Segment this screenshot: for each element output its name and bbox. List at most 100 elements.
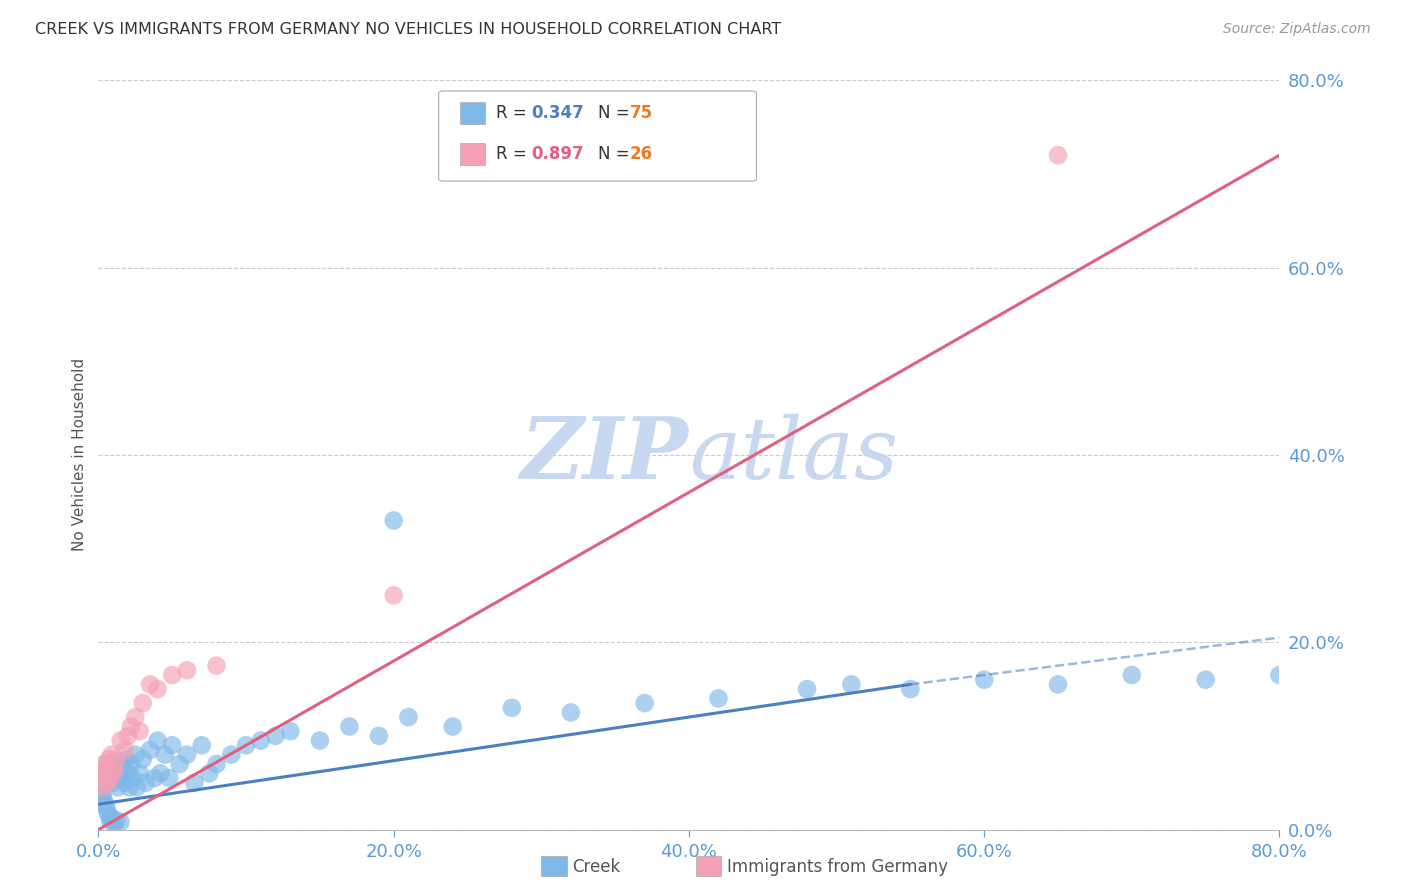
Point xyxy=(841,677,863,691)
Point xyxy=(191,739,214,753)
Point xyxy=(280,724,302,739)
Point xyxy=(118,780,141,795)
Point xyxy=(117,729,139,743)
Point xyxy=(1121,668,1143,682)
Text: R =: R = xyxy=(496,104,533,122)
Point xyxy=(176,747,198,762)
Point xyxy=(93,771,115,785)
Point xyxy=(250,733,273,747)
Point xyxy=(124,747,146,762)
Point xyxy=(146,682,169,697)
Point xyxy=(501,701,523,715)
Y-axis label: No Vehicles in Household: No Vehicles in Household xyxy=(72,359,87,551)
Point xyxy=(796,682,818,697)
Point xyxy=(103,776,125,790)
Text: Creek: Creek xyxy=(572,858,620,876)
Point xyxy=(110,815,132,830)
Point xyxy=(1046,148,1070,162)
Point xyxy=(128,724,150,739)
Point xyxy=(107,780,129,795)
Text: 26: 26 xyxy=(630,145,652,163)
Point xyxy=(100,747,122,762)
Point xyxy=(235,739,257,753)
Point xyxy=(132,696,155,710)
Point xyxy=(91,780,114,795)
Point xyxy=(111,771,134,785)
Point xyxy=(157,771,180,785)
Point xyxy=(221,747,243,762)
Point xyxy=(103,815,125,830)
Point xyxy=(368,729,391,743)
Point xyxy=(183,776,205,790)
Point xyxy=(91,766,114,780)
Text: 75: 75 xyxy=(630,104,652,122)
Point xyxy=(382,514,405,528)
Point xyxy=(96,804,118,818)
Point xyxy=(114,743,136,757)
Point xyxy=(94,762,117,776)
Point xyxy=(205,756,228,771)
Point xyxy=(120,719,142,733)
Point xyxy=(169,756,191,771)
Text: R =: R = xyxy=(496,145,533,163)
Point xyxy=(121,771,143,785)
Point xyxy=(339,719,361,733)
Point xyxy=(382,589,405,603)
Point xyxy=(125,780,148,795)
Point xyxy=(149,766,172,780)
Text: N =: N = xyxy=(598,104,634,122)
Point xyxy=(153,747,176,762)
Point xyxy=(96,756,118,771)
Point xyxy=(97,752,120,766)
Point xyxy=(120,756,142,771)
Point xyxy=(1268,668,1291,682)
Point xyxy=(98,771,121,785)
Text: ZIP: ZIP xyxy=(522,413,689,497)
Point xyxy=(176,664,198,678)
Text: Source: ZipAtlas.com: Source: ZipAtlas.com xyxy=(1223,22,1371,37)
Point xyxy=(105,814,128,828)
Point xyxy=(110,733,132,747)
Point xyxy=(162,668,183,682)
Point xyxy=(105,752,128,766)
Point xyxy=(94,799,117,814)
Point xyxy=(93,795,115,809)
Point xyxy=(97,808,120,822)
Point xyxy=(132,752,155,766)
Point xyxy=(139,743,162,757)
Text: N =: N = xyxy=(598,145,634,163)
Point xyxy=(198,766,221,780)
Point xyxy=(104,766,127,780)
Point xyxy=(117,766,139,780)
Point xyxy=(124,710,146,724)
Point xyxy=(94,762,117,776)
Point xyxy=(560,706,582,720)
Text: CREEK VS IMMIGRANTS FROM GERMANY NO VEHICLES IN HOUSEHOLD CORRELATION CHART: CREEK VS IMMIGRANTS FROM GERMANY NO VEHI… xyxy=(35,22,782,37)
Point xyxy=(309,733,332,747)
Point xyxy=(90,766,112,780)
Point xyxy=(114,776,136,790)
Point xyxy=(100,811,122,825)
Text: 0.897: 0.897 xyxy=(531,145,583,163)
Point xyxy=(162,739,183,753)
Text: 0.347: 0.347 xyxy=(531,104,585,122)
Point xyxy=(90,785,112,799)
Point xyxy=(139,677,162,691)
Point xyxy=(146,733,169,747)
Point xyxy=(89,776,111,790)
Point xyxy=(112,762,135,776)
Point xyxy=(100,762,122,776)
Point xyxy=(93,756,115,771)
Point xyxy=(115,752,138,766)
Point xyxy=(128,766,150,780)
Point xyxy=(1195,673,1218,687)
Point xyxy=(105,771,128,785)
Point xyxy=(104,816,127,830)
Point xyxy=(205,658,228,673)
Point xyxy=(398,710,420,724)
Point xyxy=(104,762,127,776)
Text: Immigrants from Germany: Immigrants from Germany xyxy=(727,858,948,876)
Point xyxy=(707,691,730,706)
Point xyxy=(103,766,125,780)
Point xyxy=(89,771,111,785)
